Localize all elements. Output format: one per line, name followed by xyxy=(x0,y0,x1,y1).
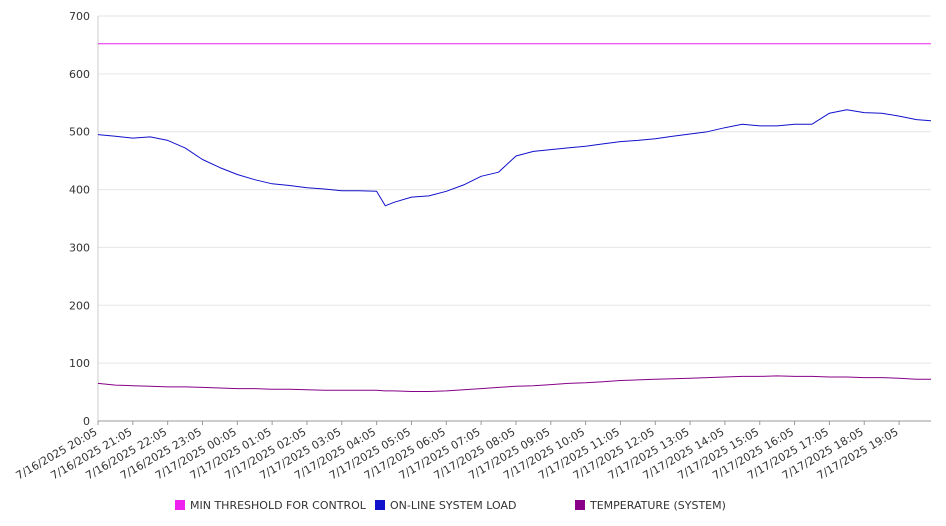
y-tick-label: 600 xyxy=(69,68,90,81)
legend-item-temperature[interactable]: TEMPERATURE (SYSTEM) xyxy=(575,497,726,513)
series-lines xyxy=(97,43,932,392)
series-line-temperature-system xyxy=(97,375,931,392)
legend-swatch-temperature xyxy=(575,500,585,510)
axes xyxy=(97,16,931,422)
gridlines xyxy=(98,15,931,364)
legend-label-temperature: TEMPERATURE (SYSTEM) xyxy=(590,498,726,512)
legend-item-min-threshold[interactable]: MIN THRESHOLD FOR CONTROL xyxy=(175,497,366,513)
y-axis-ticks: 0 100 200 300 400 500 600 700 xyxy=(69,10,90,428)
y-tick-label: 100 xyxy=(69,357,90,370)
series-line-on-line-system-load xyxy=(97,109,932,207)
legend-label-system-load: ON-LINE SYSTEM LOAD xyxy=(390,498,517,512)
legend-swatch-system-load xyxy=(375,500,385,510)
y-tick-label: 300 xyxy=(69,241,90,254)
y-tick-label: 500 xyxy=(69,126,90,139)
legend-swatch-min-threshold xyxy=(175,500,185,510)
y-tick-label: 700 xyxy=(69,10,90,23)
y-tick-label: 400 xyxy=(69,184,90,197)
x-axis-ticks: 7/16/2025 20:057/16/2025 21:057/16/2025 … xyxy=(14,421,901,482)
legend: MIN THRESHOLD FOR CONTROL ON-LINE SYSTEM… xyxy=(0,497,946,515)
y-tick-label: 200 xyxy=(69,299,90,312)
legend-label-min-threshold: MIN THRESHOLD FOR CONTROL xyxy=(190,498,366,512)
y-tick-label: 0 xyxy=(83,415,90,428)
legend-item-system-load[interactable]: ON-LINE SYSTEM LOAD xyxy=(375,497,516,513)
